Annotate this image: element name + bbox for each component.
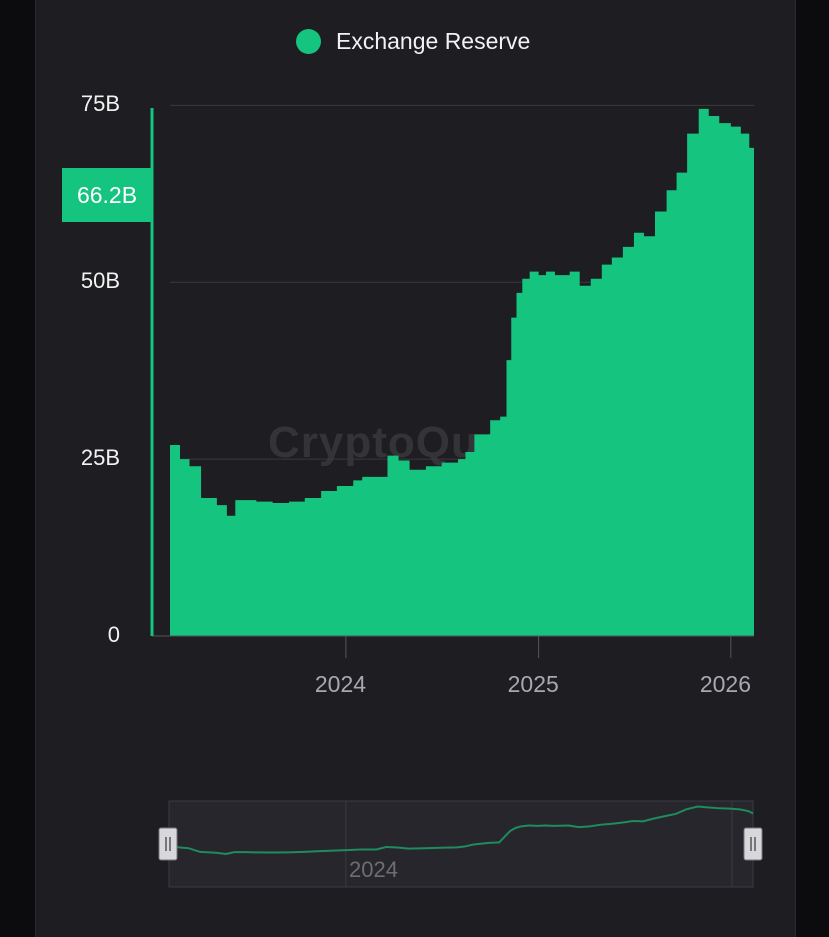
range-navigator [158,800,763,888]
drag-handle-icon [158,827,178,861]
navigator-track [168,800,754,888]
navigator-handle-right[interactable] [743,827,763,861]
current-value-badge: 66.2B [62,168,152,222]
x-tick-label: 2024 [314,671,367,697]
x-tick-marks [345,636,732,658]
series-area-exchange-reserve [170,108,754,637]
navigator-tick-label: 2024 [349,857,398,882]
circle-dot-icon [296,28,321,54]
y-tick-label: 75B [80,91,120,117]
drag-handle-icon [743,827,763,861]
x-tick-label: 2026 [699,671,751,697]
y-tick-label: 0 [107,622,120,647]
y-tick-label: 25B [80,445,120,471]
navigator-series-line [168,805,754,855]
navigator-handle-left[interactable] [158,827,178,861]
legend-label: Exchange Reserve [336,27,531,54]
legend-item-exchange-reserve[interactable]: Exchange Reserve [296,27,530,55]
x-tick-label: 2025 [507,671,559,697]
y-tick-label: 50B [80,268,120,294]
